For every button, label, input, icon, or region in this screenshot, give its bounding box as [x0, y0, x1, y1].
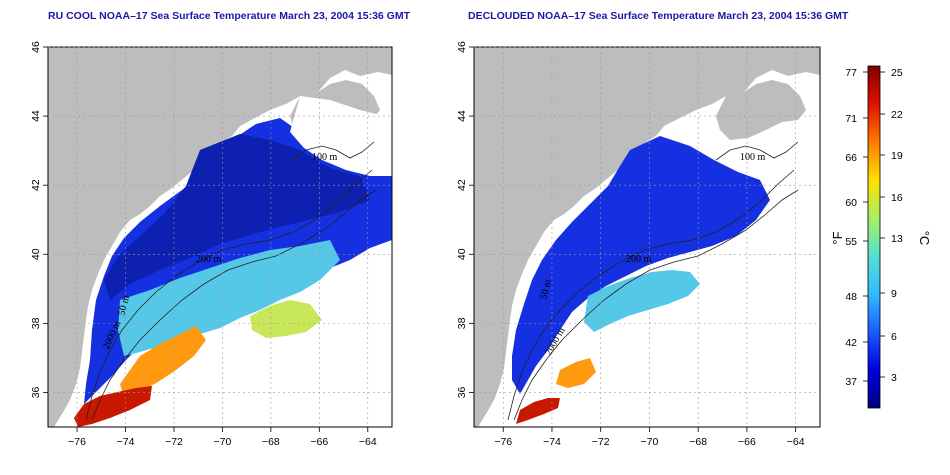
left-sst-slope-water [118, 240, 340, 356]
right-contour-200m [507, 169, 795, 421]
x-tick-label: −66 [738, 436, 756, 448]
x-tick-label: −68 [262, 436, 280, 448]
right-nova-scotia-land [716, 80, 806, 140]
celsius-tick-label: 25 [891, 67, 903, 79]
right-contour-label-200m: 200 m [626, 254, 652, 265]
colorbar-ticks: 77 71 66 60 55 48 42 37 25 22 19 16 13 9 6 3 [845, 67, 903, 388]
fahrenheit-tick-label: 77 [845, 67, 857, 79]
right-axis-ticks: −76 −74 −72 −70 −68 −66 −64 36 38 40 42 44 46 [456, 41, 805, 448]
y-tick-label: 42 [456, 179, 468, 191]
x-tick-label: −72 [165, 436, 183, 448]
x-tick-label: −74 [117, 436, 135, 448]
right-map-title: DECLOUDED NOAA–17 Sea Surface Temperatur… [468, 10, 849, 22]
fahrenheit-tick-label: 71 [845, 113, 857, 125]
left-contour-200m [85, 169, 373, 421]
y-tick-label: 38 [30, 317, 42, 329]
y-tick-label: 46 [30, 41, 42, 53]
celsius-tick-label: 13 [891, 233, 903, 245]
left-sst-deep-blue [104, 134, 370, 300]
left-contour-label-50m: 50 m [116, 294, 132, 317]
x-tick-label: −76 [494, 436, 512, 448]
x-tick-label: −64 [359, 436, 377, 448]
fahrenheit-tick-label: 66 [845, 152, 857, 164]
left-contour-2000m [91, 189, 377, 421]
left-sst-warm-patch [250, 300, 322, 338]
celsius-tick-label: 9 [891, 288, 897, 300]
y-tick-label: 44 [456, 110, 468, 122]
x-tick-label: −68 [689, 436, 707, 448]
x-tick-label: −72 [592, 436, 610, 448]
temperature-colorbar: 77 71 66 60 55 48 42 37 25 22 19 16 13 9 6 3 °F °C [830, 65, 932, 409]
right-sst-warm-patch [556, 358, 596, 388]
right-map-frame [473, 46, 821, 428]
left-map-title: RU COOL NOAA–17 Sea Surface Temperature … [48, 10, 411, 22]
x-tick-label: −70 [214, 436, 232, 448]
left-contour-label-200m: 200 m [196, 254, 222, 265]
right-sst-slope-water [584, 270, 700, 332]
celsius-tick-label: 3 [891, 372, 897, 384]
right-land [474, 47, 820, 427]
fahrenheit-tick-label: 37 [845, 376, 857, 388]
colorbar-gradient [867, 65, 881, 409]
celsius-unit-label: °C [917, 231, 932, 246]
fahrenheit-tick-label: 55 [845, 236, 857, 248]
fahrenheit-tick-label: 60 [845, 197, 857, 209]
right-contour-100m [715, 141, 799, 161]
right-contour-2000m [513, 189, 799, 421]
celsius-tick-label: 16 [891, 192, 903, 204]
left-contour-100m [291, 141, 375, 161]
y-tick-label: 40 [30, 248, 42, 260]
y-tick-label: 42 [30, 179, 42, 191]
celsius-tick-label: 22 [891, 109, 903, 121]
right-sst-cold-water [512, 136, 770, 394]
celsius-tick-label: 6 [891, 331, 897, 343]
left-axis-ticks: −76 −74 −72 −70 −68 −66 −64 36 38 40 42 44 46 [30, 41, 377, 448]
x-tick-label: −70 [641, 436, 659, 448]
x-tick-label: −74 [543, 436, 561, 448]
right-contour-label-100m: 100 m [740, 152, 766, 163]
right-gulf-stream [516, 398, 560, 424]
x-tick-label: −76 [68, 436, 86, 448]
y-tick-label: 38 [456, 317, 468, 329]
y-tick-label: 46 [456, 41, 468, 53]
y-tick-label: 36 [456, 386, 468, 398]
right-grid [474, 46, 820, 427]
x-tick-label: −66 [310, 436, 328, 448]
y-tick-label: 40 [456, 248, 468, 260]
left-land [48, 47, 392, 427]
left-contour-label-100m: 100 m [312, 152, 338, 163]
left-sst-orange-band [120, 326, 206, 398]
right-contour-label-50m: 50 m [538, 278, 554, 301]
y-tick-label: 44 [30, 110, 42, 122]
fahrenheit-tick-label: 42 [845, 337, 857, 349]
y-tick-label: 36 [30, 386, 42, 398]
fahrenheit-unit-label: °F [830, 231, 845, 244]
fahrenheit-tick-label: 48 [845, 291, 857, 303]
celsius-tick-label: 19 [891, 150, 903, 162]
left-grid [48, 46, 392, 427]
left-cloud-region [290, 96, 392, 176]
x-tick-label: −64 [787, 436, 805, 448]
